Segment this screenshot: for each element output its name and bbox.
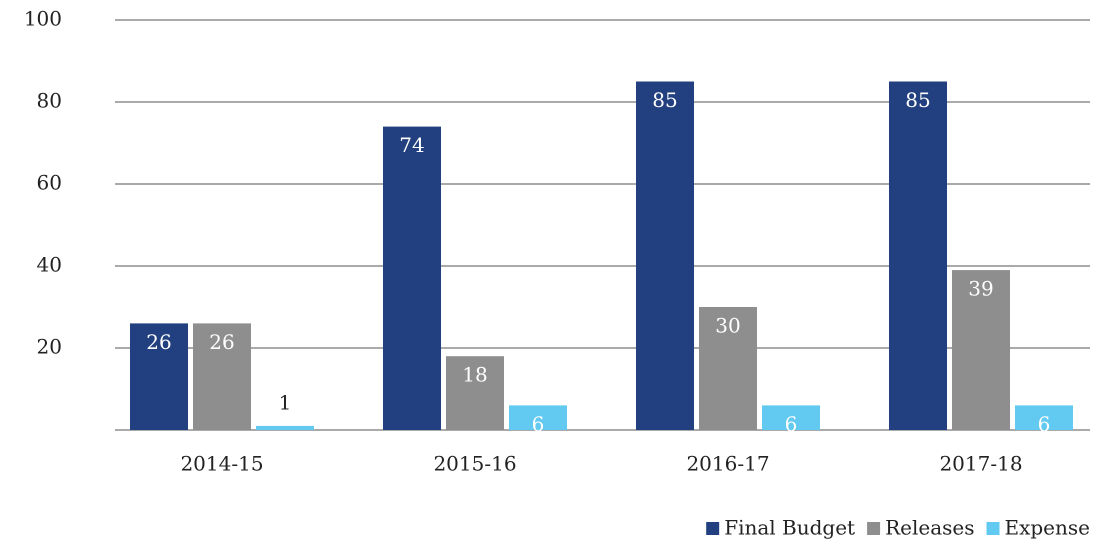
- x-tick-label: 2016-17: [686, 452, 769, 476]
- data-label: 6: [532, 412, 545, 436]
- data-label: 74: [399, 133, 424, 157]
- bar: [889, 81, 947, 430]
- x-tick-label: 2015-16: [433, 452, 516, 476]
- bar: [383, 126, 441, 430]
- data-label: 30: [715, 314, 740, 338]
- bar: [193, 323, 251, 430]
- data-label: 39: [968, 277, 993, 301]
- legend-label: Expense: [1005, 516, 1091, 540]
- bar: [256, 425, 314, 430]
- data-label: 18: [462, 363, 487, 387]
- bar: [952, 270, 1010, 430]
- data-label: 6: [785, 412, 798, 436]
- y-tick-label: 80: [37, 89, 62, 113]
- legend-label: Final Budget: [724, 516, 855, 540]
- x-tick-label: 2014-15: [180, 452, 263, 476]
- bar: [446, 356, 504, 430]
- data-label: 6: [1038, 412, 1051, 436]
- bar: [762, 405, 820, 430]
- data-label: 26: [146, 330, 171, 354]
- data-label: 1: [279, 390, 292, 414]
- bar: [699, 307, 757, 430]
- y-tick-label: 20: [37, 335, 62, 359]
- bar: [130, 323, 188, 430]
- x-tick-label: 2017-18: [939, 452, 1022, 476]
- bar: [636, 81, 694, 430]
- legend-label: Releases: [885, 516, 974, 540]
- legend-swatch: [706, 522, 720, 535]
- legend-swatch: [867, 522, 881, 535]
- bar: [509, 405, 567, 430]
- y-tick-label: 60: [37, 171, 62, 195]
- bar: [1015, 405, 1073, 430]
- y-tick-label: 100: [24, 7, 62, 31]
- data-label: 85: [905, 88, 930, 112]
- data-label: 85: [652, 88, 677, 112]
- y-tick-label: 40: [37, 253, 62, 277]
- data-label: 26: [209, 330, 234, 354]
- legend-swatch: [986, 522, 1000, 535]
